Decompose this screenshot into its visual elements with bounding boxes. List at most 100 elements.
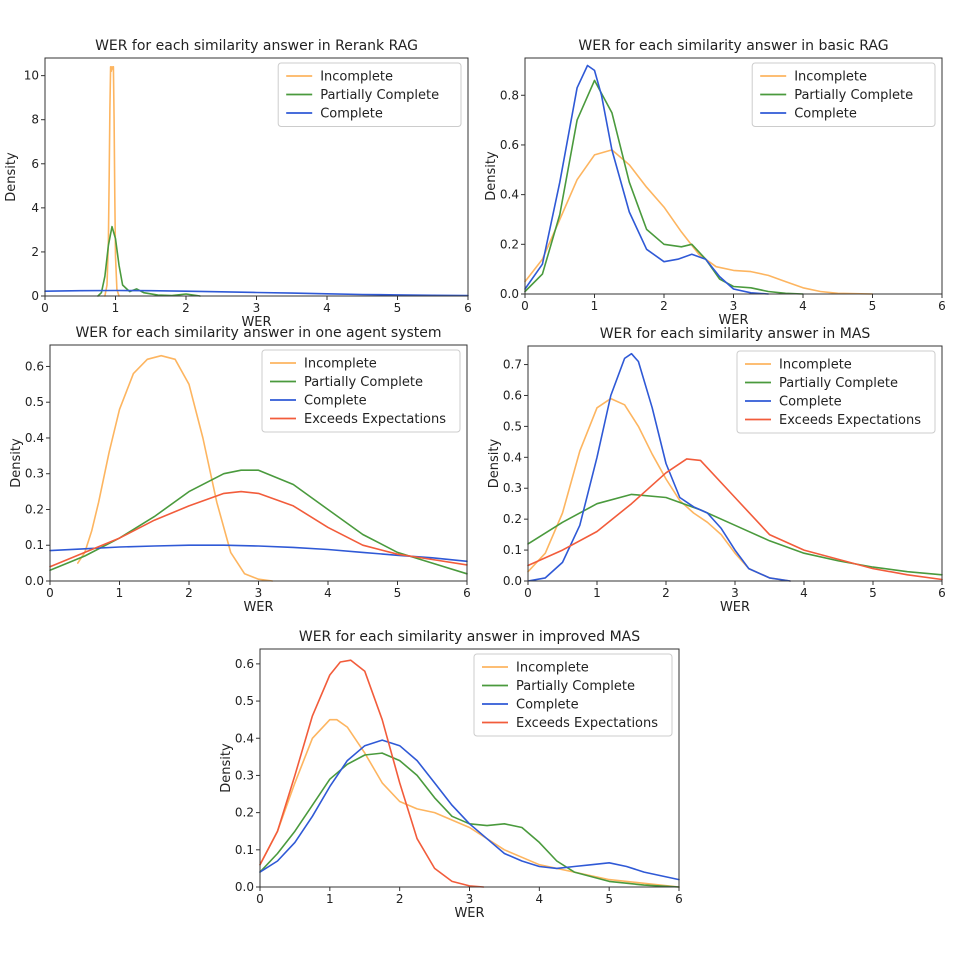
series-line-partially-complete <box>527 493 943 576</box>
y-axis-label: Density <box>487 438 502 488</box>
y-tick-label: 0.5 <box>235 694 254 708</box>
y-tick-label: 0.2 <box>25 502 44 516</box>
legend: Incomplete Partially Complete Complete Exce… <box>261 349 461 433</box>
legend-label: Incomplete <box>516 661 589 676</box>
x-tick-label: 0 <box>41 301 49 315</box>
series-line-partially-complete <box>49 469 468 575</box>
y-tick-label: 0.6 <box>500 138 519 152</box>
chart-panel-4: 0 1 2 3 4 5 6 0.0 0.1 0.2 0.3 0.4 0.5 0.6 0.7 WER for e… <box>487 326 946 615</box>
x-tick-label: 6 <box>463 586 471 600</box>
y-tick-label: 10 <box>24 69 39 83</box>
y-tick-label: 0.6 <box>235 657 254 671</box>
legend-label: Partially Complete <box>794 88 913 103</box>
x-tick-label: 0 <box>524 586 532 600</box>
y-tick-label: 0.3 <box>235 768 254 782</box>
legend-box <box>751 62 936 127</box>
x-tick-label: 1 <box>593 586 601 600</box>
x-tick-label: 4 <box>800 586 808 600</box>
chart-title: WER for each similarity answer in one ag… <box>75 325 441 341</box>
x-tick-label: 4 <box>799 299 807 313</box>
y-axis-label: Density <box>4 152 19 202</box>
legend-label: Complete <box>779 395 842 410</box>
x-tick-label: 0 <box>256 892 264 906</box>
legend: Incomplete Partially Complete Complete <box>277 62 462 127</box>
series-line-incomplete <box>527 397 792 582</box>
x-tick-label: 4 <box>324 586 332 600</box>
chart-panel-5: 0 1 2 3 4 5 6 0.0 0.1 0.2 0.3 0.4 0.5 0.6 WER for each… <box>219 629 683 921</box>
x-axis-label: WER <box>241 315 271 330</box>
x-tick-label: 5 <box>394 301 402 315</box>
legend-label: Complete <box>304 394 367 409</box>
legend-label: Exceeds Expectations <box>304 412 446 427</box>
x-tick-label: 3 <box>731 586 739 600</box>
x-tick-label: 2 <box>182 301 190 315</box>
y-tick-label: 0.1 <box>25 538 44 552</box>
x-tick-label: 1 <box>591 299 599 313</box>
series-line-complete <box>49 544 468 563</box>
y-tick-label: 0.2 <box>503 512 522 526</box>
legend-label: Complete <box>794 107 857 122</box>
y-tick-label: 0.0 <box>503 574 522 588</box>
y-tick-label: 0.3 <box>503 481 522 495</box>
legend-box <box>277 62 462 127</box>
y-tick-label: 0.4 <box>235 731 254 745</box>
y-tick-label: 0.4 <box>503 450 522 464</box>
x-tick-label: 5 <box>869 586 877 600</box>
series-line-exceeds-expectations <box>527 458 943 581</box>
x-tick-label: 6 <box>938 586 946 600</box>
series-line-partially-complete <box>259 752 680 888</box>
x-tick-label: 6 <box>464 301 472 315</box>
legend-label: Incomplete <box>794 70 867 85</box>
series-line-partially-complete <box>97 225 201 297</box>
legend-label: Partially Complete <box>304 375 423 390</box>
series-line-complete <box>259 739 680 881</box>
legend-label: Complete <box>516 698 579 713</box>
y-tick-label: 0.6 <box>503 388 522 402</box>
y-axis-label: Density <box>9 438 24 488</box>
y-tick-label: 0.0 <box>25 574 44 588</box>
x-tick-label: 0 <box>46 586 54 600</box>
legend-box <box>261 349 461 433</box>
x-tick-label: 6 <box>675 892 683 906</box>
series-line-exceeds-expectations <box>49 490 468 568</box>
legend: Incomplete Partially Complete Complete Exce… <box>473 653 673 737</box>
x-tick-label: 3 <box>253 301 261 315</box>
x-tick-label: 2 <box>185 586 193 600</box>
legend-label: Partially Complete <box>320 88 439 103</box>
y-axis-label: Density <box>484 151 499 201</box>
y-tick-label: 0.1 <box>503 543 522 557</box>
y-tick-label: 0.4 <box>25 431 44 445</box>
y-tick-label: 0.8 <box>500 88 519 102</box>
legend-label: Complete <box>320 107 383 122</box>
legend-label: Incomplete <box>304 357 377 372</box>
legend-label: Exceeds Expectations <box>516 716 658 731</box>
series-line-complete <box>527 352 792 582</box>
x-tick-label: 3 <box>730 299 738 313</box>
legend-label: Partially Complete <box>516 679 635 694</box>
x-tick-label: 5 <box>394 586 402 600</box>
series-line-incomplete <box>77 354 274 582</box>
x-tick-label: 2 <box>396 892 404 906</box>
legend-label: Incomplete <box>320 70 393 85</box>
y-tick-label: 6 <box>31 157 39 171</box>
x-tick-label: 3 <box>255 586 263 600</box>
series-line-exceeds-expectations <box>259 659 485 888</box>
y-tick-label: 0.7 <box>503 358 522 372</box>
chart-title: WER for each similarity answer in improv… <box>299 629 640 645</box>
y-tick-label: 2 <box>31 245 39 259</box>
legend: Incomplete Partially Complete Complete <box>751 62 936 127</box>
x-axis-label: WER <box>243 600 273 615</box>
x-tick-label: 2 <box>662 586 670 600</box>
x-tick-label: 1 <box>326 892 334 906</box>
y-tick-label: 0.0 <box>500 287 519 301</box>
series-line-incomplete <box>259 718 680 888</box>
legend-label: Incomplete <box>779 358 852 373</box>
x-tick-label: 0 <box>521 299 529 313</box>
x-tick-label: 4 <box>536 892 544 906</box>
legend-label: Partially Complete <box>779 376 898 391</box>
x-tick-label: 5 <box>869 299 877 313</box>
y-tick-label: 0.5 <box>503 419 522 433</box>
x-tick-label: 4 <box>323 301 331 315</box>
x-tick-label: 5 <box>605 892 613 906</box>
